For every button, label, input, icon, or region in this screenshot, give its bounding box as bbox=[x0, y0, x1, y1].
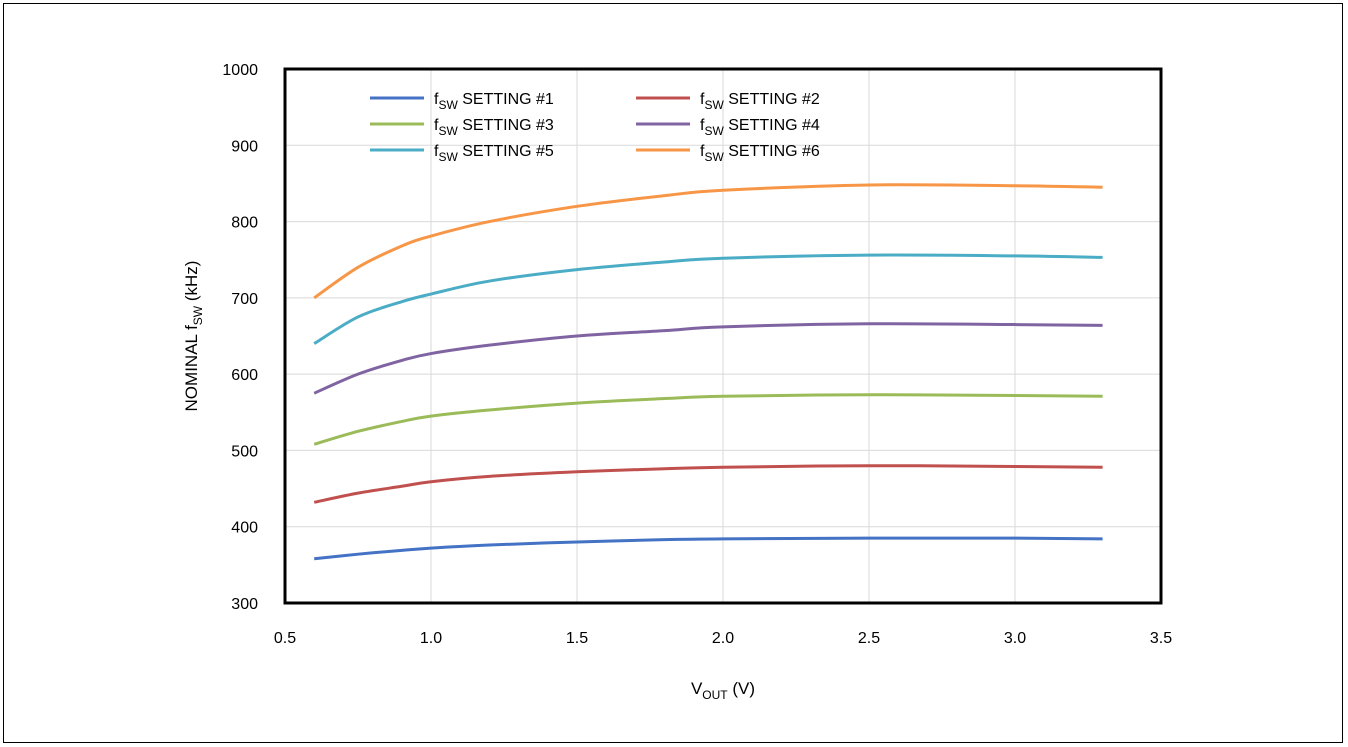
legend-label-post: SETTING #3 bbox=[458, 117, 554, 134]
legend-label-3: fSW SETTING #3 bbox=[434, 117, 554, 138]
legend-label-post: SETTING #1 bbox=[458, 91, 554, 108]
y-tick-label: 900 bbox=[231, 138, 258, 155]
legend-label-pre: f bbox=[434, 143, 439, 160]
y-axis-title: NOMINAL fSW (kHz) bbox=[182, 261, 205, 412]
legend-label-pre: f bbox=[700, 117, 705, 134]
y-tick-label: 800 bbox=[231, 215, 258, 232]
x-tick-label: 1.0 bbox=[420, 630, 442, 647]
x-axis-title-sub: OUT bbox=[702, 688, 728, 702]
legend-label-post: SETTING #4 bbox=[724, 117, 820, 134]
plot-area-border bbox=[283, 67, 1163, 605]
legend-label-2: fSW SETTING #2 bbox=[700, 91, 820, 112]
legend-label-5: fSW SETTING #5 bbox=[434, 143, 554, 164]
legend-label-sub: SW bbox=[438, 150, 458, 164]
legend-label-sub: SW bbox=[438, 124, 458, 138]
x-axis-title-unit: (V) bbox=[728, 679, 755, 698]
y-tick-label: 600 bbox=[231, 367, 258, 384]
legend-label-sub: SW bbox=[438, 98, 458, 112]
legend-label-pre: f bbox=[434, 91, 439, 108]
figure-frame bbox=[3, 3, 1343, 743]
x-axis-title-main: V bbox=[691, 679, 703, 698]
x-axis-title: VOUT (V) bbox=[691, 679, 755, 702]
legend-label-4: fSW SETTING #4 bbox=[700, 117, 820, 138]
series-line-6 bbox=[313, 183, 1103, 300]
x-tick-label: 0.5 bbox=[274, 630, 296, 647]
series-line-5 bbox=[313, 253, 1103, 345]
series-line-4 bbox=[313, 322, 1103, 395]
legend-label-post: SETTING #5 bbox=[458, 143, 554, 160]
legend-label-sub: SW bbox=[704, 98, 724, 112]
y-axis-title-sub: SW bbox=[191, 305, 205, 325]
y-axis-title-pre: NOMINAL f bbox=[182, 325, 201, 412]
y-tick-label: 1000 bbox=[222, 62, 258, 79]
series-line-2 bbox=[313, 464, 1103, 504]
y-tick-label: 300 bbox=[231, 596, 258, 613]
legend-label-pre: f bbox=[700, 91, 705, 108]
legend-label-post: SETTING #2 bbox=[724, 91, 820, 108]
y-axis-title-unit: (kHz) bbox=[182, 261, 201, 306]
x-tick-label: 1.5 bbox=[566, 630, 588, 647]
legend-label-6: fSW SETTING #6 bbox=[700, 143, 820, 164]
x-tick-label: 3.0 bbox=[1004, 630, 1026, 647]
gridlines bbox=[285, 69, 1161, 603]
y-tick-labels: 300 400 500 600 700 800 900 1000 bbox=[222, 62, 258, 613]
x-tick-label: 3.5 bbox=[1150, 630, 1172, 647]
x-tick-label: 2.0 bbox=[712, 630, 734, 647]
series-lines bbox=[313, 183, 1103, 561]
y-tick-label: 700 bbox=[231, 291, 258, 308]
y-tick-label: 400 bbox=[231, 520, 258, 537]
legend-label-sub: SW bbox=[704, 124, 724, 138]
x-tick-label: 2.5 bbox=[858, 630, 880, 647]
legend-label-pre: f bbox=[434, 117, 439, 134]
legend-label-1: fSW SETTING #1 bbox=[434, 91, 554, 112]
legend-label-sub: SW bbox=[704, 150, 724, 164]
x-tick-labels: 0.5 1.0 1.5 2.0 2.5 3.0 3.5 bbox=[274, 630, 1172, 647]
series-line-1 bbox=[314, 536, 1103, 561]
legend-label-pre: f bbox=[700, 143, 705, 160]
y-tick-label: 500 bbox=[231, 443, 258, 460]
legend-label-post: SETTING #6 bbox=[724, 143, 820, 160]
series-line-3 bbox=[313, 393, 1103, 446]
